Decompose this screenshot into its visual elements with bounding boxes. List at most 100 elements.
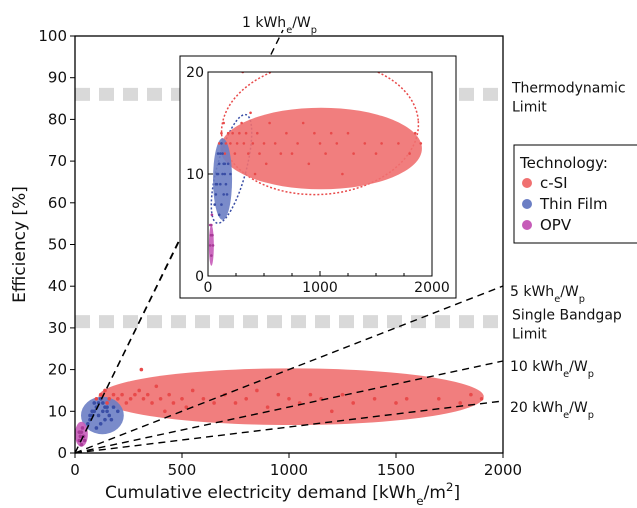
inset-point-1-9: [223, 172, 227, 176]
inset-point-1-19: [215, 172, 219, 176]
point-0-15: [150, 401, 154, 405]
inset-point-0-4: [224, 142, 228, 145]
yield-label-3: 20 kWhe/Wp: [510, 400, 594, 421]
point-0-42: [437, 396, 441, 401]
yield-line-1: [74, 285, 504, 454]
x-tick-label-4: 2000: [484, 461, 522, 479]
inset-point-0-21: [262, 142, 266, 145]
inset-y-tick-label-1: 10: [186, 167, 204, 183]
inset-point-0-9: [235, 142, 239, 145]
point-0-21: [180, 396, 184, 401]
point-0-10: [133, 392, 137, 397]
inset-point-0-8: [233, 152, 237, 155]
point-0-17: [158, 396, 163, 401]
point-2-1: [78, 434, 83, 439]
inset-point-0-5: [226, 131, 230, 135]
point-1-0: [86, 422, 90, 426]
point-0-1: [98, 392, 103, 397]
y-tick-label-8: 80: [48, 110, 67, 128]
inset-point-0-38: [352, 152, 355, 155]
point-0-39: [372, 396, 377, 401]
x-axis-label: Cumulative electricity demand [kWhe/m2]: [105, 480, 460, 508]
inset-point-1-12: [217, 213, 221, 217]
legend-marker-0: [522, 178, 532, 188]
inset-point-2-7: [208, 223, 212, 227]
inset-point-0-28: [296, 142, 299, 145]
point-1-12: [94, 426, 99, 430]
point-0-27: [233, 401, 238, 405]
inset-point-0-22: [264, 162, 268, 166]
inset-point-0-41: [380, 142, 383, 145]
point-0-19: [167, 392, 171, 397]
point-1-11: [109, 417, 114, 422]
y-tick-label-7: 70: [48, 152, 67, 170]
x-tick-label-2: 1000: [270, 461, 308, 479]
inset-point-0-13: [242, 142, 246, 145]
point-1-10: [107, 413, 112, 418]
point-2-6: [79, 442, 84, 447]
inset-point-1-0: [213, 203, 217, 206]
inset-point-0-11: [240, 121, 243, 125]
point-0-13: [141, 396, 146, 401]
point-1-7: [101, 401, 105, 405]
point-0-0: [94, 396, 99, 401]
point-0-5: [111, 392, 116, 397]
y-tick-label-3: 30: [48, 319, 67, 337]
inset-point-1-14: [222, 193, 225, 196]
point-0-14: [145, 392, 150, 397]
point-2-5: [82, 438, 87, 443]
point-0-16: [154, 384, 159, 389]
inset-point-0-31: [313, 131, 316, 135]
inset-point-0-17: [251, 142, 255, 145]
point-0-23: [190, 388, 195, 393]
limit-label-1-1: Limit: [512, 327, 547, 343]
point-0-31: [276, 392, 281, 397]
inset-x-tick-label-0: 0: [204, 280, 213, 296]
yield-label-1: 5 kWhe/Wp: [510, 284, 585, 305]
inset-point-1-10: [224, 182, 228, 186]
inset-point-0-10: [238, 131, 241, 135]
inset-point-0-25: [279, 152, 283, 155]
point-1-19: [90, 409, 94, 414]
point-1-20: [88, 413, 92, 418]
inset-point-1-13: [220, 203, 223, 206]
inset-point-1-20: [214, 182, 218, 186]
inset-point-1-22: [226, 162, 230, 166]
limit-label-0-0: Thermodynamic: [511, 80, 626, 96]
inset-point-0-23: [268, 121, 271, 125]
inset-point-0-32: [318, 142, 322, 145]
legend-box: [513, 144, 637, 244]
point-0-43: [458, 401, 463, 405]
point-0-4: [107, 396, 112, 401]
point-1-14: [103, 417, 107, 422]
point-0-28: [244, 396, 248, 401]
limit-label-0-1: Limit: [512, 99, 547, 115]
point-1-22: [111, 405, 116, 409]
x-tick-label-1: 500: [168, 461, 197, 479]
y-tick-label-4: 40: [48, 277, 67, 295]
point-0-22: [184, 405, 189, 409]
inset-point-0-30: [307, 162, 311, 166]
inset-point-0-0: [217, 142, 221, 145]
point-1-16: [101, 409, 105, 414]
y-tick-label-10: 100: [38, 27, 67, 45]
inset-point-1-16: [221, 172, 224, 176]
inset-point-0-3: [223, 152, 227, 155]
point-0-7: [120, 392, 124, 397]
inset-point-2-6: [210, 254, 213, 257]
point-0-6: [116, 396, 120, 401]
inset-point-0-44: [413, 131, 417, 135]
inset-point-0-1: [220, 131, 223, 135]
y-tick-label-6: 60: [48, 194, 67, 212]
y-tick-label-1: 10: [48, 402, 67, 420]
inset-point-0-35: [335, 142, 339, 145]
legend-marker-2: [522, 220, 532, 230]
point-0-38: [351, 401, 356, 405]
inset-csi-outline: [220, 72, 420, 196]
yield-line-2: [74, 360, 504, 454]
inset-point-0-19: [255, 131, 259, 135]
point-0-37: [340, 392, 345, 397]
ellipse-c-si: [98, 368, 484, 426]
legend-title: Technology:: [519, 154, 608, 172]
